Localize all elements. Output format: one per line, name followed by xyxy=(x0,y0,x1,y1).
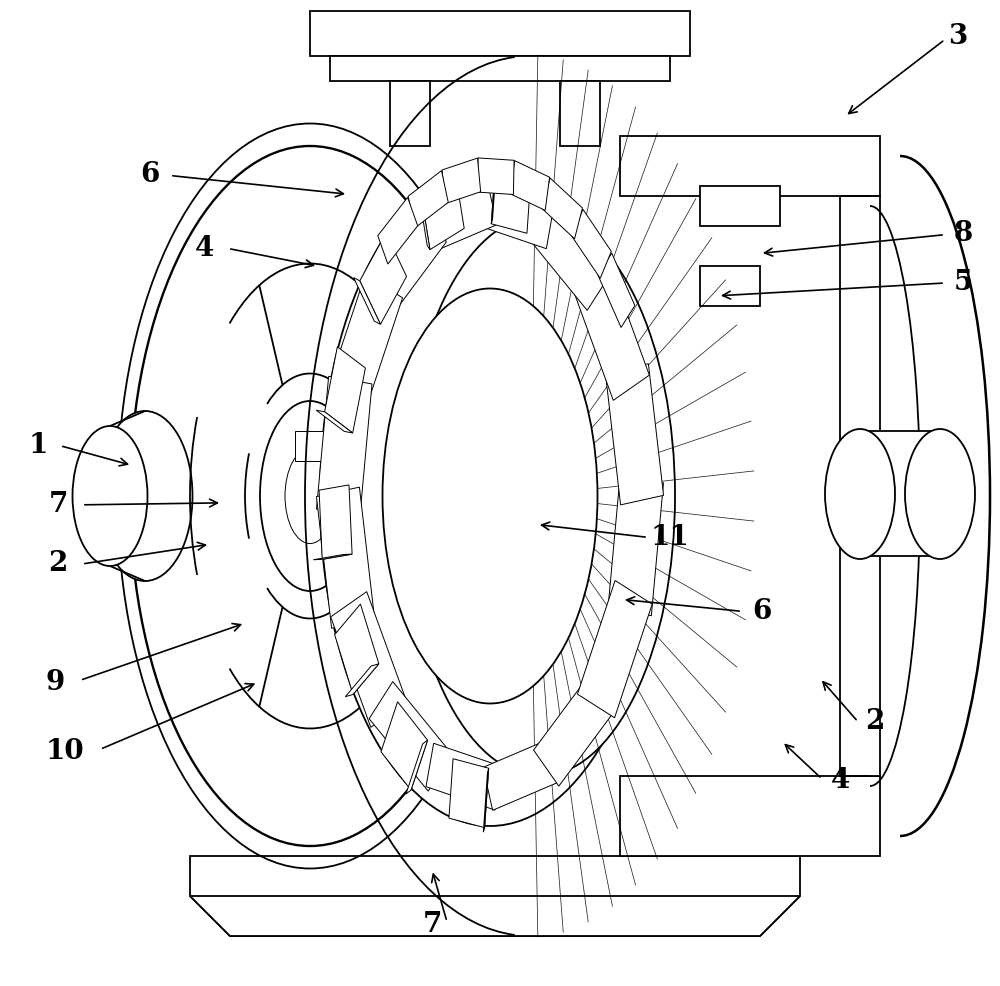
Polygon shape xyxy=(313,554,352,560)
Polygon shape xyxy=(426,743,503,810)
Polygon shape xyxy=(608,475,663,615)
Polygon shape xyxy=(190,896,800,936)
Polygon shape xyxy=(573,264,649,400)
Polygon shape xyxy=(620,776,880,856)
Text: 4: 4 xyxy=(830,767,850,795)
Ellipse shape xyxy=(285,449,335,543)
Polygon shape xyxy=(345,664,379,697)
Polygon shape xyxy=(406,740,428,794)
Polygon shape xyxy=(335,604,379,694)
Polygon shape xyxy=(483,739,561,810)
Polygon shape xyxy=(364,206,446,319)
Text: 7: 7 xyxy=(48,491,68,519)
Ellipse shape xyxy=(905,429,975,559)
Text: 1: 1 xyxy=(28,432,48,459)
Ellipse shape xyxy=(72,426,148,566)
Polygon shape xyxy=(310,11,690,56)
Polygon shape xyxy=(316,410,353,433)
Polygon shape xyxy=(572,209,611,278)
Polygon shape xyxy=(560,81,600,146)
Polygon shape xyxy=(483,768,489,832)
Polygon shape xyxy=(378,197,418,264)
Polygon shape xyxy=(840,196,880,776)
Text: 2: 2 xyxy=(865,708,885,736)
Polygon shape xyxy=(860,431,940,556)
Polygon shape xyxy=(620,136,880,196)
Polygon shape xyxy=(605,364,664,505)
Text: 7: 7 xyxy=(422,911,442,939)
Polygon shape xyxy=(491,165,531,234)
Text: 8: 8 xyxy=(953,220,973,247)
Text: 5: 5 xyxy=(953,269,973,297)
Polygon shape xyxy=(534,672,616,786)
Polygon shape xyxy=(408,171,448,228)
Text: 3: 3 xyxy=(948,23,968,50)
Polygon shape xyxy=(381,702,428,790)
Polygon shape xyxy=(700,186,780,226)
Text: 2: 2 xyxy=(48,550,68,578)
Polygon shape xyxy=(354,278,380,324)
Ellipse shape xyxy=(260,401,360,591)
Polygon shape xyxy=(316,487,375,628)
Polygon shape xyxy=(542,178,582,239)
Polygon shape xyxy=(418,188,430,249)
Polygon shape xyxy=(360,233,407,324)
Polygon shape xyxy=(510,161,550,210)
Polygon shape xyxy=(491,160,497,224)
Polygon shape xyxy=(598,253,635,327)
Polygon shape xyxy=(577,581,652,718)
Polygon shape xyxy=(421,172,464,249)
Text: 4: 4 xyxy=(195,235,215,262)
Polygon shape xyxy=(477,182,554,248)
Polygon shape xyxy=(528,201,611,311)
Polygon shape xyxy=(295,431,325,461)
Polygon shape xyxy=(330,56,670,81)
Polygon shape xyxy=(419,181,497,253)
Polygon shape xyxy=(477,158,514,194)
Text: 6: 6 xyxy=(140,161,160,188)
Ellipse shape xyxy=(825,429,895,559)
Ellipse shape xyxy=(405,216,675,776)
Polygon shape xyxy=(442,158,481,204)
Polygon shape xyxy=(331,592,407,728)
Polygon shape xyxy=(449,758,489,827)
Text: 11: 11 xyxy=(651,524,689,551)
Polygon shape xyxy=(328,274,403,411)
Polygon shape xyxy=(190,856,800,936)
Polygon shape xyxy=(390,81,430,146)
Ellipse shape xyxy=(320,166,660,826)
Polygon shape xyxy=(369,681,452,791)
Text: 9: 9 xyxy=(45,669,65,696)
Ellipse shape xyxy=(98,411,192,581)
Polygon shape xyxy=(319,485,352,559)
Text: 10: 10 xyxy=(46,738,84,765)
Polygon shape xyxy=(317,377,372,517)
Ellipse shape xyxy=(382,289,598,703)
Ellipse shape xyxy=(495,406,585,586)
Text: 6: 6 xyxy=(752,598,772,625)
Polygon shape xyxy=(325,347,365,433)
Ellipse shape xyxy=(130,146,490,846)
Polygon shape xyxy=(700,266,760,306)
